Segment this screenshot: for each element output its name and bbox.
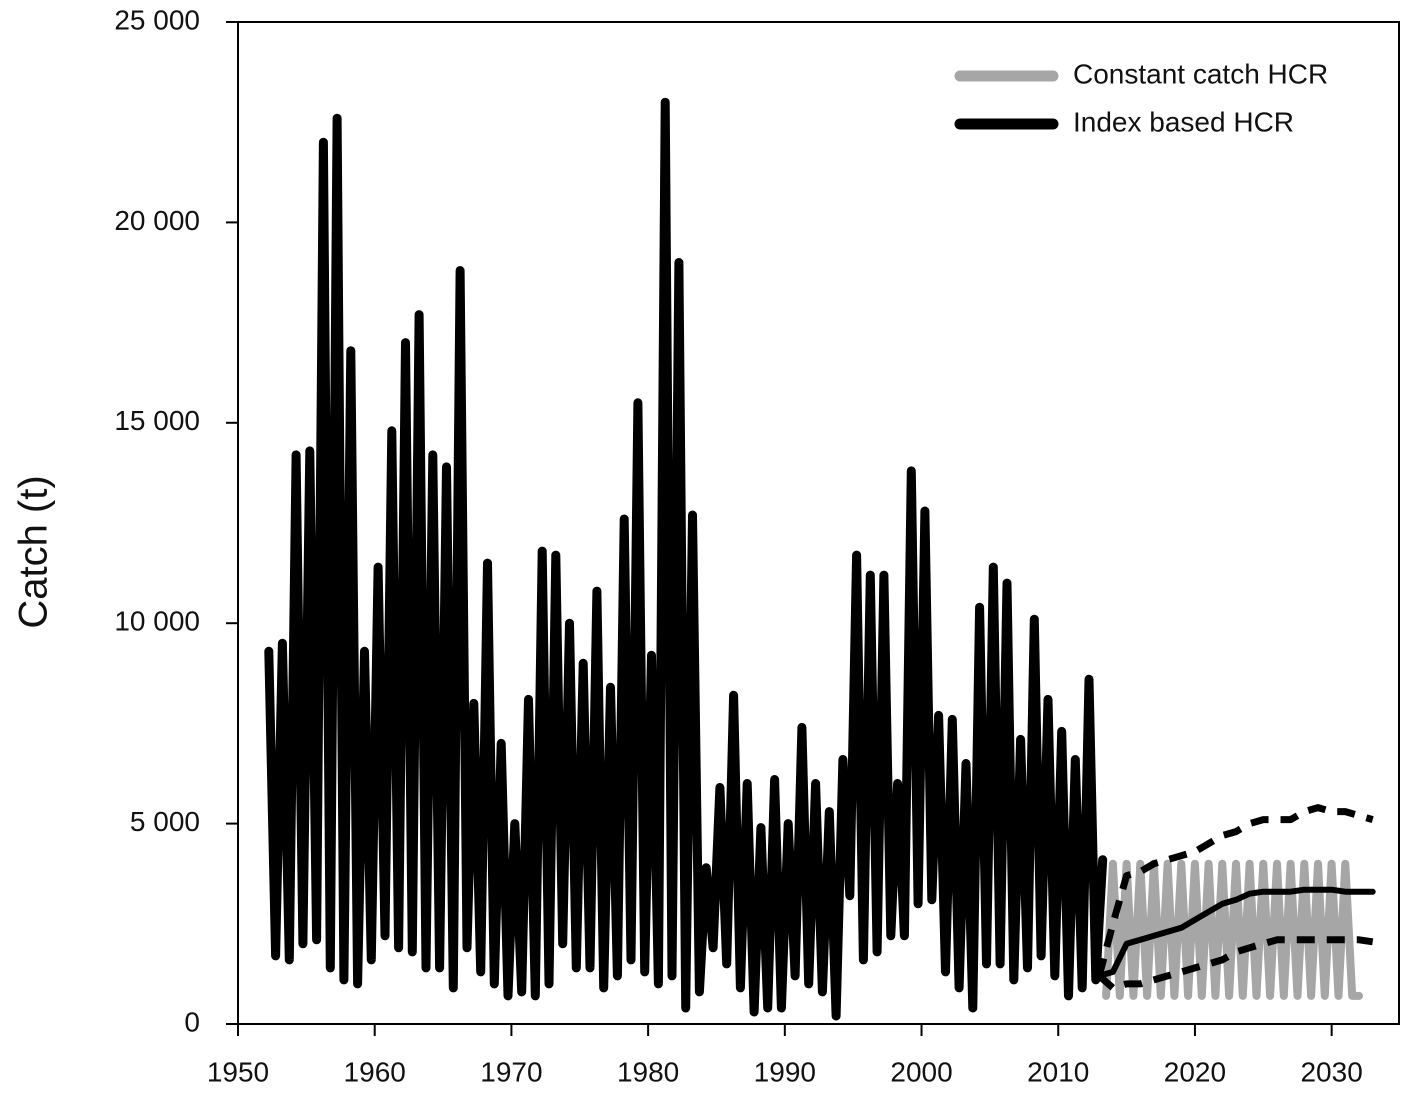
x-tick-label: 1950	[207, 1056, 269, 1087]
series-line	[1102, 859, 1363, 1000]
bound-line	[1096, 936, 1374, 992]
x-tick-label: 2010	[1027, 1056, 1089, 1087]
plot-frame	[237, 21, 1400, 1025]
bound-line	[1095, 804, 1374, 977]
x-tick-label: 2000	[890, 1056, 952, 1087]
x-tick-label: 1970	[480, 1056, 542, 1087]
x-tick-label: 2020	[1164, 1056, 1226, 1087]
y-tick-label: 0	[184, 1006, 200, 1037]
y-tick-label: 20 000	[114, 205, 200, 236]
y-tick-label: 25 000	[114, 4, 200, 35]
y-axis-label: Catch (t)	[12, 475, 56, 628]
x-tick-label: 1990	[754, 1056, 816, 1087]
series-line	[1096, 886, 1376, 979]
legend-label: Index based HCR	[1073, 106, 1294, 137]
x-tick-label: 2030	[1300, 1056, 1362, 1087]
y-tick-label: 10 000	[114, 606, 200, 637]
y-tick-label: 5 000	[130, 806, 200, 837]
y-tick-label: 15 000	[114, 405, 200, 436]
series-line	[264, 97, 1108, 1021]
x-tick-label: 1980	[617, 1056, 679, 1087]
x-tick-label: 1960	[344, 1056, 406, 1087]
legend-label: Constant catch HCR	[1073, 58, 1328, 89]
